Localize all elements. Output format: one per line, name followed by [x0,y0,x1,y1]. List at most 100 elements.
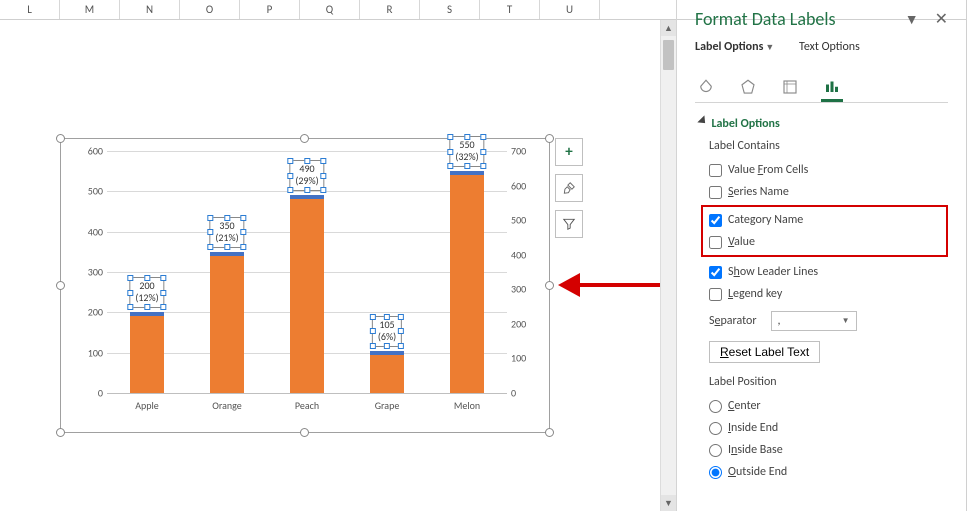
bar[interactable] [370,351,404,393]
label-options-icon[interactable] [821,72,843,102]
label-resize-handle[interactable] [304,158,310,164]
label-resize-handle[interactable] [321,187,327,193]
label-resize-handle[interactable] [447,149,453,155]
chart-elements-button[interactable]: + [555,138,583,166]
radio-center[interactable] [709,400,722,413]
label-resize-handle[interactable] [384,314,390,320]
col-header[interactable]: U [540,0,600,19]
data-label[interactable]: 200(12%) [129,277,164,308]
vertical-scrollbar[interactable]: ▲ ▼ [660,20,676,511]
label-resize-handle[interactable] [161,304,167,310]
resize-handle[interactable] [56,281,65,290]
chart-styles-button[interactable] [555,174,583,202]
col-header[interactable]: O [180,0,240,19]
label-resize-handle[interactable] [161,290,167,296]
resize-handle[interactable] [545,428,554,437]
checkbox-value[interactable] [709,236,722,249]
data-label[interactable]: 350(21%) [209,217,244,248]
label-resize-handle[interactable] [370,343,376,349]
fill-line-icon[interactable] [695,72,717,102]
label-resize-handle[interactable] [241,215,247,221]
label-resize-handle[interactable] [207,244,213,250]
checkbox-category-name[interactable] [709,214,722,227]
data-label[interactable]: 550(32%) [449,136,484,167]
label-resize-handle[interactable] [127,275,133,281]
label-resize-handle[interactable] [464,134,470,140]
tab-label-options[interactable]: Label Options [695,40,774,58]
plot-area[interactable]: 0100200300400500600010020030040050060070… [107,151,507,393]
label-resize-handle[interactable] [321,173,327,179]
opt-legend-key[interactable]: Legend key [709,283,948,305]
checkbox-show-leader-lines[interactable] [709,266,722,279]
bar[interactable] [210,252,244,393]
label-resize-handle[interactable] [207,215,213,221]
resize-handle[interactable] [545,134,554,143]
label-resize-handle[interactable] [304,187,310,193]
checkbox-series-name[interactable] [709,186,722,199]
pos-inside-end[interactable]: Inside End [709,417,948,439]
label-resize-handle[interactable] [224,244,230,250]
bar[interactable] [290,195,324,393]
label-resize-handle[interactable] [398,314,404,320]
effects-icon[interactable] [737,72,759,102]
pane-close-icon[interactable]: ✕ [935,9,948,29]
label-resize-handle[interactable] [127,290,133,296]
label-resize-handle[interactable] [241,244,247,250]
col-header[interactable]: P [240,0,300,19]
scroll-up-button[interactable]: ▲ [661,20,676,36]
size-properties-icon[interactable] [779,72,801,102]
label-resize-handle[interactable] [241,229,247,235]
resize-handle[interactable] [56,134,65,143]
label-resize-handle[interactable] [481,149,487,155]
label-resize-handle[interactable] [370,314,376,320]
checkbox-value-from-cells[interactable] [709,164,722,177]
tab-text-options[interactable]: Text Options [799,40,860,54]
col-header[interactable]: M [60,0,120,19]
opt-value-from-cells[interactable]: Value From Cells [709,159,948,181]
label-resize-handle[interactable] [224,215,230,221]
opt-series-name[interactable]: Series Name [709,181,948,203]
worksheet-area[interactable]: 0100200300400500600010020030040050060070… [0,20,660,511]
label-resize-handle[interactable] [370,328,376,334]
chart-filter-button[interactable] [555,210,583,238]
resize-handle[interactable] [300,428,309,437]
scroll-down-button[interactable]: ▼ [661,495,676,511]
pos-center[interactable]: Center [709,395,948,417]
col-header[interactable]: L [0,0,60,19]
pos-outside-end[interactable]: Outside End [709,461,948,483]
chart-object[interactable]: 0100200300400500600010020030040050060070… [60,138,550,433]
col-header[interactable]: N [120,0,180,19]
label-resize-handle[interactable] [447,134,453,140]
radio-inside-end[interactable] [709,422,722,435]
label-resize-handle[interactable] [127,304,133,310]
label-resize-handle[interactable] [447,163,453,169]
pane-options-dropdown-icon[interactable]: ▼ [905,11,919,28]
label-resize-handle[interactable] [481,163,487,169]
label-resize-handle[interactable] [384,343,390,349]
data-label[interactable]: 490(29%) [289,160,324,191]
opt-category-name[interactable]: Category Name [709,209,940,231]
radio-outside-end[interactable] [709,466,722,479]
radio-inside-base[interactable] [709,444,722,457]
separator-combo[interactable]: , ▼ [771,311,857,331]
label-resize-handle[interactable] [321,158,327,164]
label-resize-handle[interactable] [144,304,150,310]
opt-value[interactable]: Value [709,231,940,253]
bar[interactable] [130,312,164,393]
checkbox-legend-key[interactable] [709,288,722,301]
pos-inside-base[interactable]: Inside Base [709,439,948,461]
resize-handle[interactable] [56,428,65,437]
resize-handle[interactable] [300,134,309,143]
label-resize-handle[interactable] [161,275,167,281]
label-resize-handle[interactable] [481,134,487,140]
label-resize-handle[interactable] [398,328,404,334]
label-resize-handle[interactable] [464,163,470,169]
label-resize-handle[interactable] [287,173,293,179]
reset-label-text-button[interactable]: Reset Label Text [709,341,820,363]
opt-show-leader-lines[interactable]: Show Leader Lines [709,261,948,283]
col-header[interactable]: Q [300,0,360,19]
col-header[interactable]: R [360,0,420,19]
scroll-thumb[interactable] [663,40,674,70]
col-header[interactable]: T [480,0,540,19]
label-resize-handle[interactable] [398,343,404,349]
